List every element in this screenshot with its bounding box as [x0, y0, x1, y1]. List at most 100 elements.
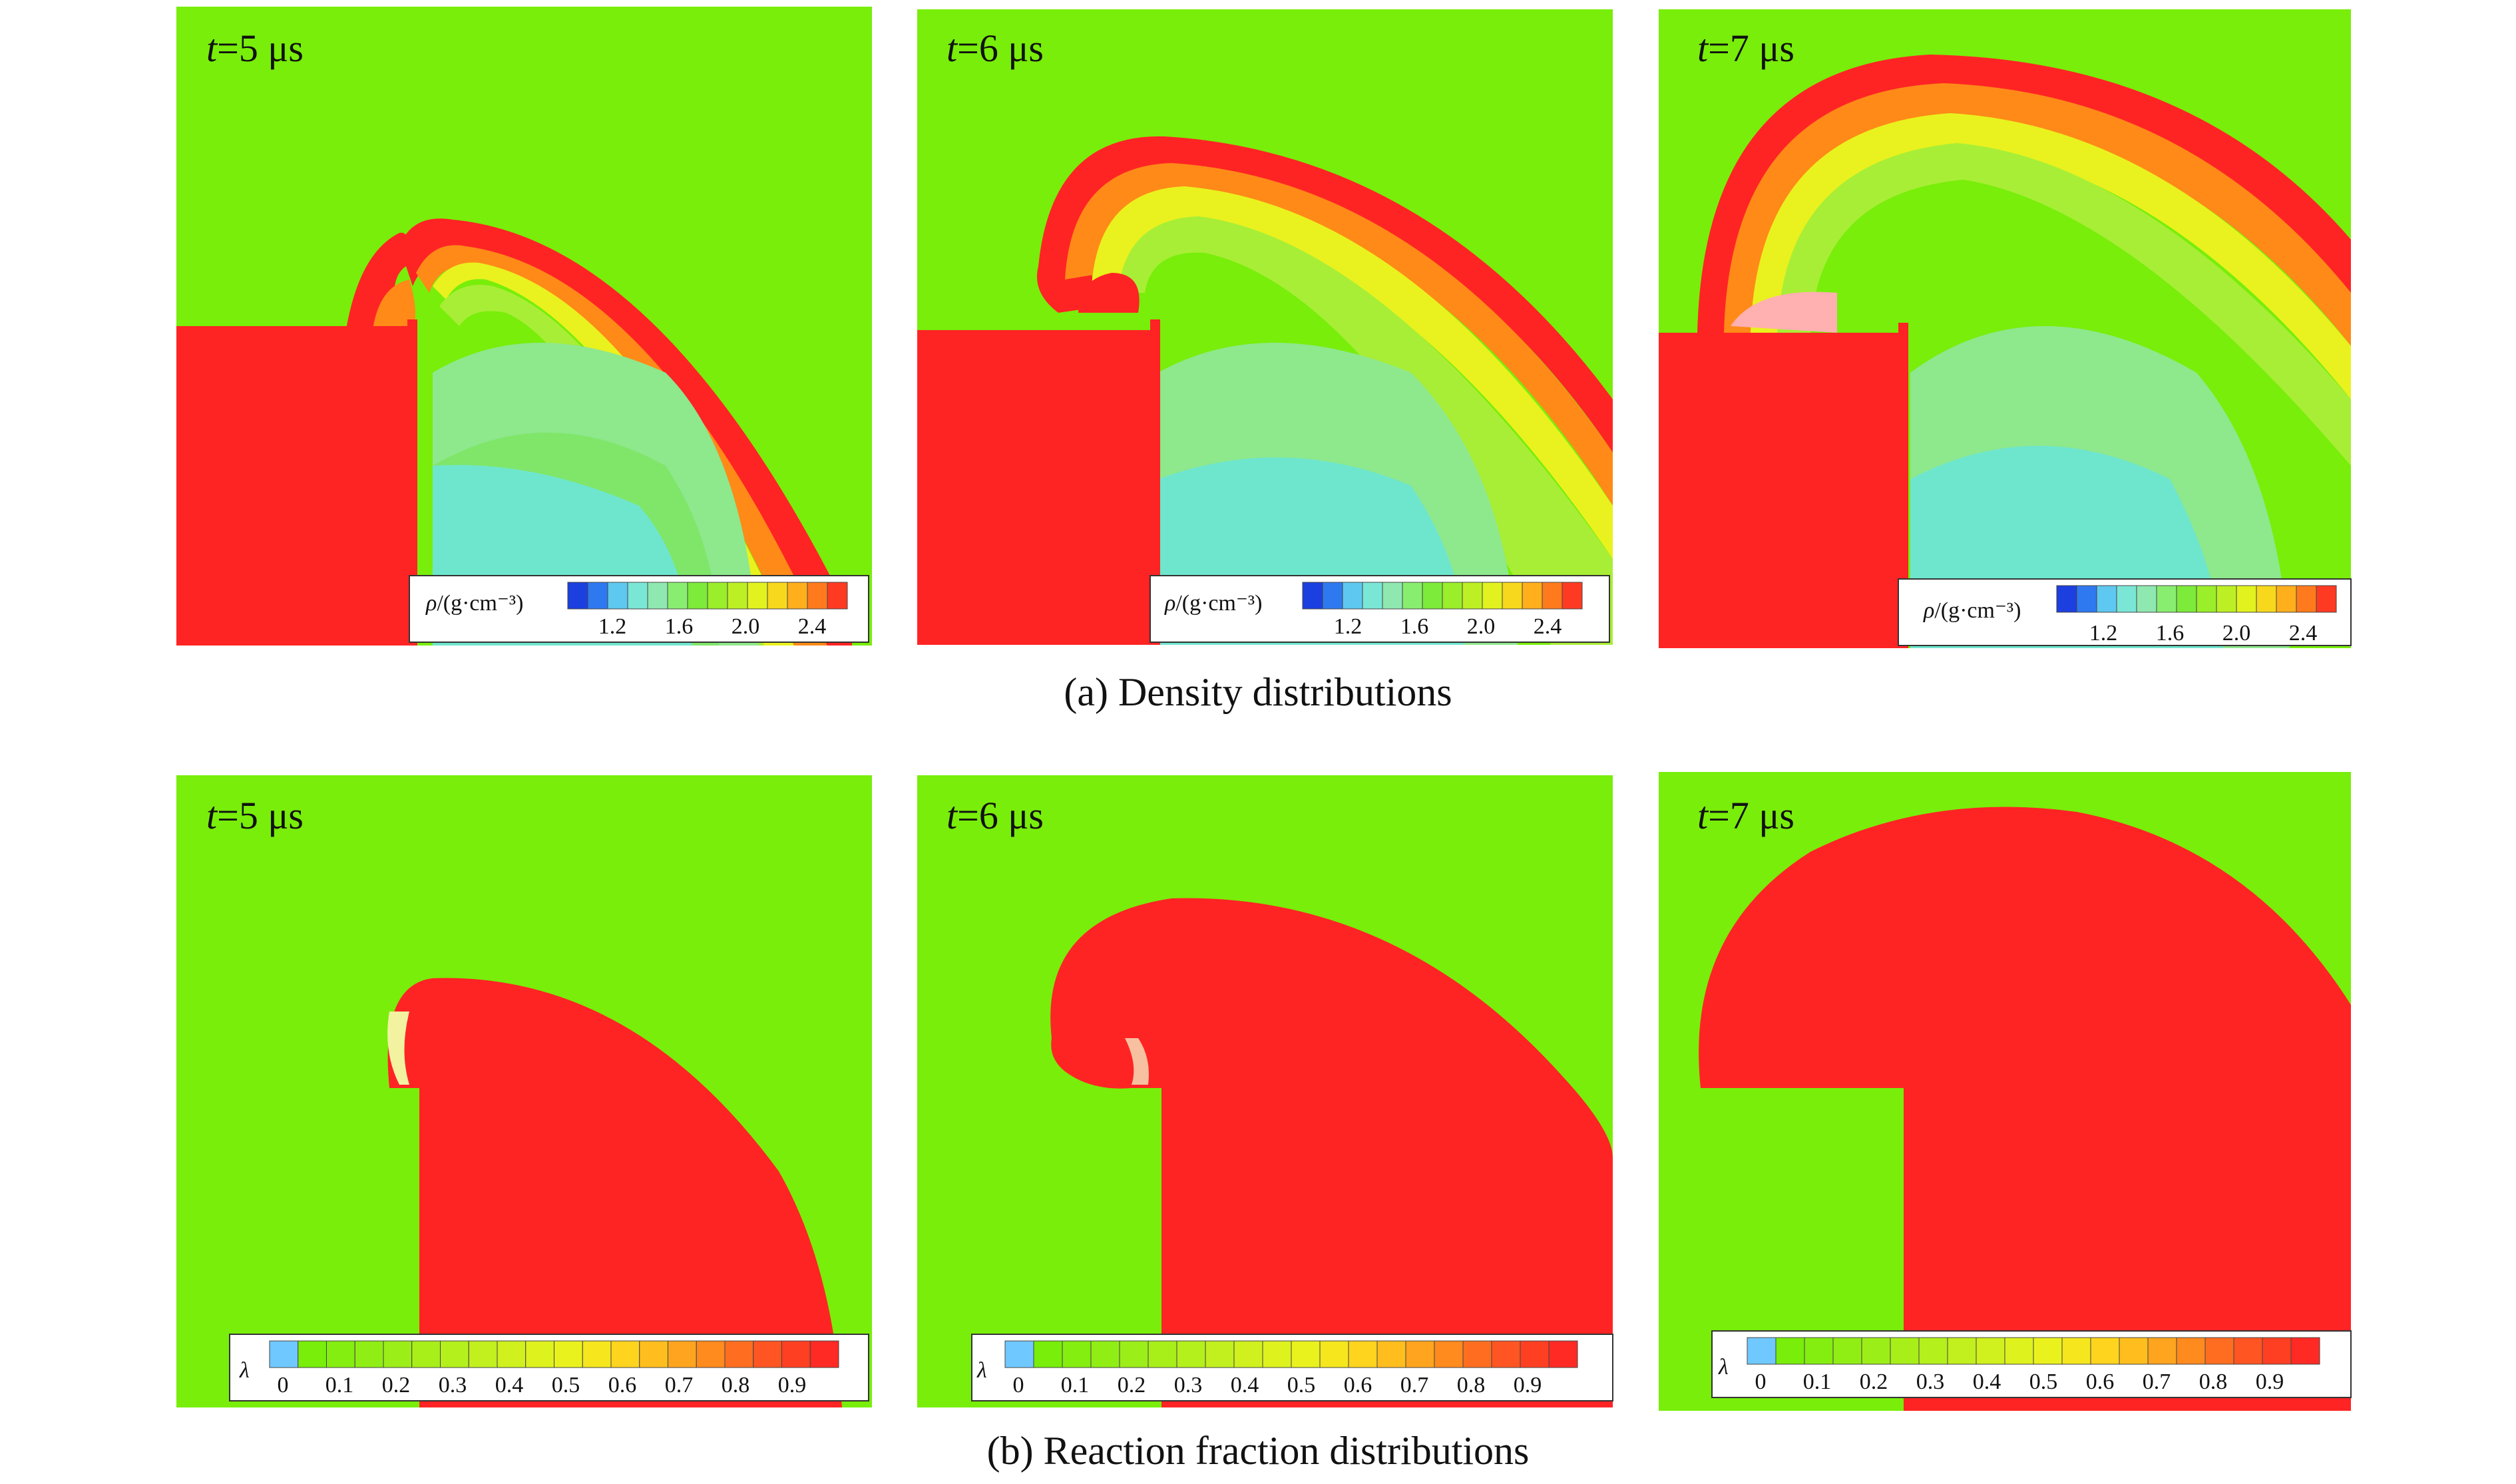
- colorbar-tick-label: 2.0: [1467, 614, 1496, 639]
- reaction-colorbar-label: λ: [1718, 1355, 1729, 1380]
- caption-reaction: (b) Reaction fraction distributions: [987, 1429, 1530, 1473]
- colorbar-tick-label: 0.7: [665, 1373, 694, 1397]
- colorbar-swatch: [269, 1340, 299, 1368]
- colorbar-swatch: [497, 1340, 526, 1368]
- colorbar-swatch: [610, 1340, 640, 1368]
- colorbar-swatch: [2076, 585, 2097, 613]
- colorbar-swatch: [2233, 1337, 2263, 1365]
- colorbar-swatch: [707, 582, 728, 610]
- colorbar-swatch: [1004, 1340, 1034, 1368]
- colorbar-swatch: [1319, 1340, 1349, 1368]
- colorbar-swatch: [1520, 1340, 1550, 1368]
- colorbar-swatch: [787, 582, 808, 610]
- density-colorbar-t6: ρ/(g·cm⁻³) 1.2 1.6 2.0 2.4: [1150, 575, 1610, 643]
- colorbar-swatch: [1262, 1340, 1292, 1368]
- colorbar-swatch: [781, 1340, 811, 1368]
- colorbar-swatch: [1148, 1340, 1177, 1368]
- colorbar-swatch: [1434, 1340, 1464, 1368]
- colorbar-swatch: [2116, 585, 2137, 613]
- colorbar-swatch: [2276, 585, 2297, 613]
- density-colorbar-t5: ρ/(g·cm⁻³) 1.2 1.6 2.0 2.4: [409, 575, 869, 643]
- colorbar-tick-label: 0.8: [1457, 1373, 1486, 1397]
- colorbar-swatch: [1362, 582, 1383, 610]
- density-panel-t6: [917, 9, 1613, 645]
- colorbar-swatch: [1291, 1340, 1321, 1368]
- colorbar-swatch: [727, 582, 748, 610]
- colorbar-swatch: [827, 582, 848, 610]
- colorbar-swatch: [1205, 1340, 1235, 1368]
- colorbar-swatch: [1747, 1337, 1777, 1365]
- reaction-panel-t7-label: t=7 μs: [1697, 794, 1794, 837]
- colorbar-tick-label: 0.1: [1061, 1373, 1090, 1397]
- colorbar-tick-label: 0: [1755, 1370, 1767, 1394]
- colorbar-swatch: [1442, 582, 1463, 610]
- density-colorbar-t7: ρ/(g·cm⁻³) 1.2 1.6 2.0 2.4: [1898, 578, 2352, 646]
- colorbar-swatch: [1462, 1340, 1492, 1368]
- colorbar-swatch: [1322, 582, 1343, 610]
- reaction-colorbar-label: λ: [976, 1358, 987, 1383]
- colorbar-swatch: [1482, 582, 1503, 610]
- colorbar-tick-label: 2.0: [732, 614, 760, 639]
- caption-density: (a) Density distributions: [1064, 670, 1452, 714]
- colorbar-swatch: [724, 1340, 754, 1368]
- colorbar-tick-label: 0.2: [1860, 1370, 1888, 1394]
- colorbar-swatch: [2236, 585, 2257, 613]
- colorbar-swatch: [1918, 1337, 1948, 1365]
- colorbar-swatch: [1804, 1337, 1834, 1365]
- colorbar-swatch: [582, 1340, 612, 1368]
- colorbar-swatch: [2056, 585, 2077, 613]
- reaction-panel-t6: [917, 775, 1613, 1407]
- density-panel-t7: [1659, 9, 2351, 648]
- density-panel-t7-label: t=7 μs: [1697, 27, 1794, 70]
- reaction-panel-t6-label: t=6 μs: [946, 794, 1044, 837]
- colorbar-swatch: [2061, 1337, 2091, 1365]
- colorbar-tick-label: 1.6: [1400, 614, 1429, 639]
- colorbar-tick-label: 0.5: [2029, 1370, 2058, 1394]
- colorbar-swatch: [647, 582, 668, 610]
- colorbar-swatch: [627, 582, 648, 610]
- colorbar-swatch: [1405, 1340, 1435, 1368]
- colorbar-tick-label: 0: [1013, 1373, 1024, 1397]
- colorbar-tick-label: 0: [278, 1373, 289, 1397]
- density-panel-t5: [176, 7, 872, 646]
- colorbar-swatch: [298, 1340, 327, 1368]
- colorbar-swatch: [687, 582, 708, 610]
- colorbar-swatch: [2296, 585, 2317, 613]
- colorbar-swatch: [587, 582, 608, 610]
- colorbar-swatch: [2147, 1337, 2177, 1365]
- colorbar-swatch: [1890, 1337, 1920, 1365]
- colorbar-swatch: [2216, 585, 2237, 613]
- colorbar-tick-label: 1.6: [2156, 621, 2185, 646]
- colorbar-swatch: [2090, 1337, 2120, 1365]
- colorbar-swatch: [1302, 582, 1323, 610]
- colorbar-swatch: [2256, 585, 2277, 613]
- colorbar-swatch: [2033, 1337, 2063, 1365]
- density-panel-t5-label: t=5 μs: [206, 27, 304, 70]
- colorbar-tick-label: 0.8: [722, 1373, 750, 1397]
- colorbar-tick-label: 0.4: [1231, 1373, 1259, 1397]
- colorbar-tick-label: 2.4: [1534, 614, 1562, 639]
- colorbar-tick-label: 0.9: [1514, 1373, 1542, 1397]
- colorbar-swatch: [668, 1340, 697, 1368]
- reaction-colorbar-t6: λ 0 0.1 0.2 0.3 0.4 0.5 0.6 0.7 0.8 0.9: [971, 1334, 1613, 1401]
- colorbar-swatch: [554, 1340, 583, 1368]
- colorbar-tick-label: 0.2: [382, 1373, 411, 1397]
- colorbar-tick-label: 0.5: [552, 1373, 580, 1397]
- colorbar-swatch: [2119, 1337, 2149, 1365]
- reaction-colorbar-t5: λ 0 0.1 0.2 0.3 0.4 0.5 0.6 0.7 0.8 0.9: [229, 1334, 869, 1401]
- colorbar-swatch: [1462, 582, 1483, 610]
- colorbar-swatch: [2316, 585, 2337, 613]
- colorbar-tick-label: 0.7: [2143, 1370, 2171, 1394]
- colorbar-swatch: [1033, 1340, 1063, 1368]
- colorbar-swatch: [1775, 1337, 1805, 1365]
- colorbar-swatch: [468, 1340, 498, 1368]
- colorbar-tick-label: 1.2: [598, 614, 627, 639]
- colorbar-tick-label: 2.4: [798, 614, 827, 639]
- colorbar-swatch: [525, 1340, 554, 1368]
- colorbar-swatch: [1976, 1337, 2005, 1365]
- colorbar-swatch: [1348, 1340, 1378, 1368]
- colorbar-swatch: [767, 582, 788, 610]
- colorbar-tick-label: 2.4: [2289, 621, 2318, 646]
- colorbar-swatch: [1947, 1337, 1977, 1365]
